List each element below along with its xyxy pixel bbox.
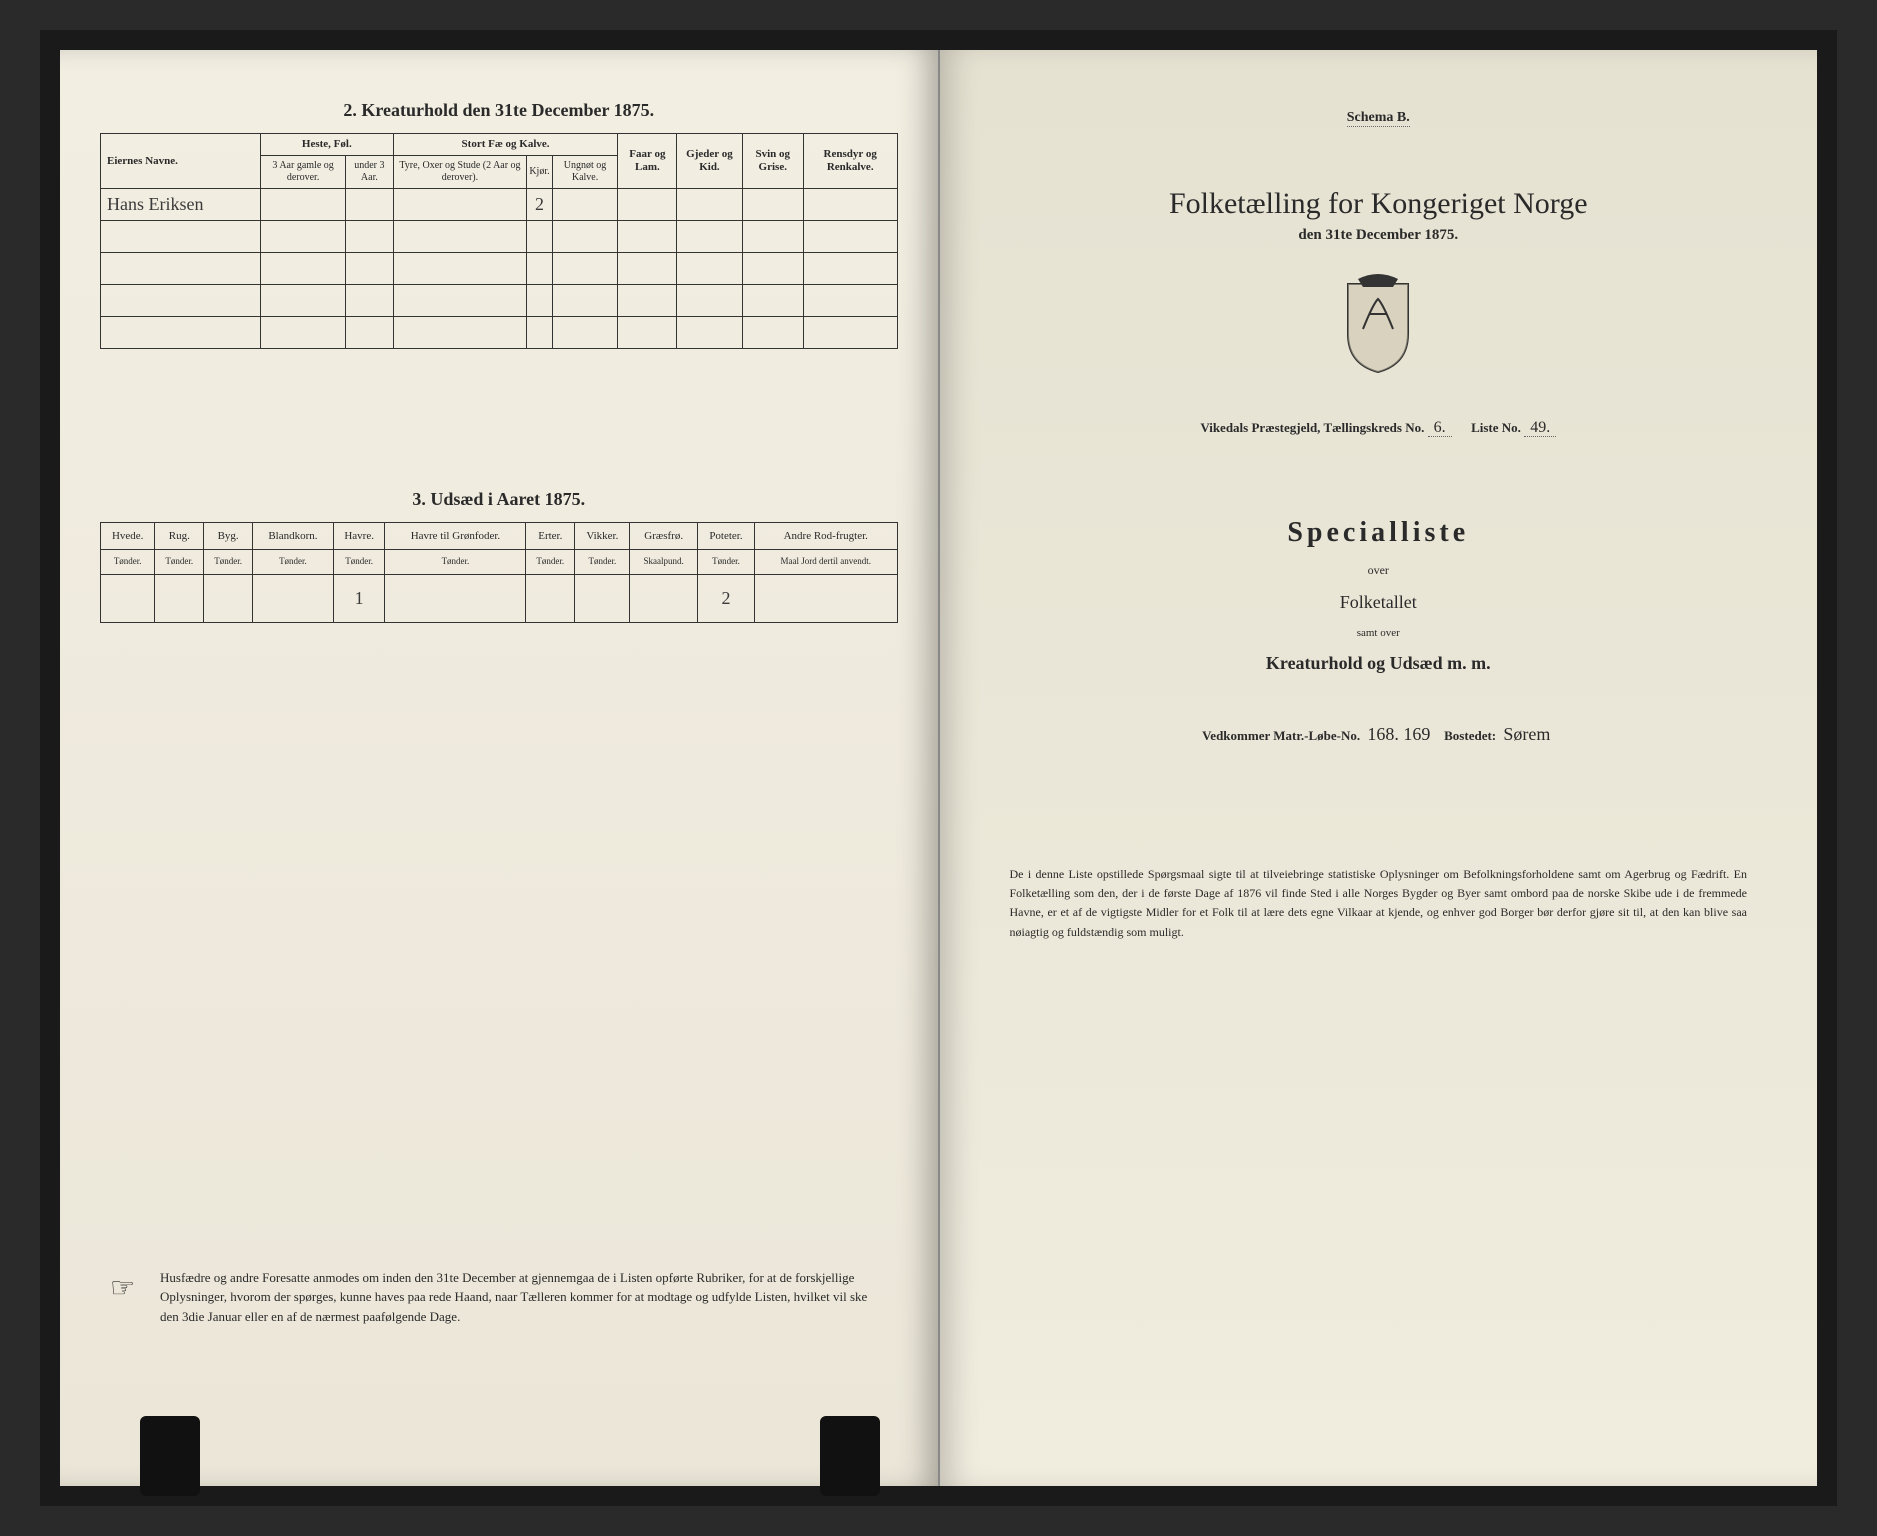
cell [618,189,677,221]
cell: 2 [527,189,552,221]
specialliste-title: Specialliste [980,517,1778,549]
cell [677,189,742,221]
col-cows: Kjør. [527,156,552,189]
right-footnote: De i denne Liste opstillede Spørgsmaal s… [980,865,1778,942]
matr-label: Vedkommer Matr.-Løbe-No. [1202,728,1360,743]
cell [261,189,346,221]
unit: Tønder. [385,550,526,575]
census-title: Folketælling for Kongeriget Norge [980,187,1778,221]
col-sheep: Faar og Lam. [618,134,677,189]
matr-no: 168. 169 [1363,724,1434,744]
table-row: 1 2 [101,575,898,623]
scan-frame: 2. Kreaturhold den 31te December 1875. E… [40,30,1837,1506]
col-wheat: Hvede. [101,523,155,550]
unit: Tønder. [697,550,754,575]
unit: Tønder. [101,550,155,575]
samt-label: samt over [980,627,1778,639]
cell [526,575,575,623]
pointing-hand-icon: ☞ [110,1268,135,1310]
cell [385,575,526,623]
col-potatoes: Poteter. [697,523,754,550]
col-rye: Rug. [155,523,204,550]
col-goats: Gjeder og Kid. [677,134,742,189]
unit: Tønder. [526,550,575,575]
unit: Tønder. [204,550,253,575]
scanner-clip-icon [820,1416,880,1496]
col-oats-green: Havre til Grønfoder. [385,523,526,550]
cell [204,575,253,623]
cell [101,575,155,623]
cell: 1 [333,575,385,623]
unit: Tønder. [155,550,204,575]
table3-title: 3. Udsæd i Aaret 1875. [100,489,898,510]
census-subtitle: den 31te December 1875. [980,227,1778,244]
left-footnote: ☞ Husfædre og andre Foresatte anmodes om… [160,1268,878,1327]
col-horses: Heste, Føl. [261,134,394,156]
right-page: Schema B. Folketælling for Kongeriget No… [940,50,1818,1486]
cell [575,575,630,623]
matr-line: Vedkommer Matr.-Løbe-No. 168. 169 Bosted… [980,724,1778,745]
scanner-clip-icon [140,1416,200,1496]
parish-no: 6. [1428,419,1452,437]
cell [630,575,697,623]
footnote-text: Husfædre og andre Foresatte anmodes om i… [160,1270,867,1324]
col-horses-3plus: 3 Aar gamle og derover. [261,156,346,189]
over-label: over [980,563,1778,578]
col-grass: Græsfrø. [630,523,697,550]
cell [346,189,393,221]
col-name: Eiernes Navne. [101,134,261,189]
book-spread: 2. Kreaturhold den 31te December 1875. E… [60,50,1817,1486]
unit: Tønder. [575,550,630,575]
table-row [101,253,898,285]
unit: Maal Jord dertil anvendt. [755,550,897,575]
owner-name: Hans Eriksen [101,189,261,221]
col-roots: Andre Rod-frugter. [755,523,897,550]
list-no: 49. [1524,419,1556,437]
col-vetch: Vikker. [575,523,630,550]
unit: Tønder. [333,550,385,575]
cell [552,189,618,221]
kreaturhold-label: Kreaturhold og Udsæd m. m. [980,653,1778,674]
unit: Tønder. [253,550,334,575]
col-peas: Erter. [526,523,575,550]
table2-title: 2. Kreaturhold den 31te December 1875. [100,100,898,121]
schema-label: Schema B. [1347,110,1410,127]
col-cattle: Stort Fæ og Kalve. [393,134,618,156]
col-horses-under3: under 3 Aar. [346,156,393,189]
list-label: Liste No. [1471,420,1521,435]
cell [742,189,803,221]
table-row: Hans Eriksen 2 [101,189,898,221]
cell [155,575,204,623]
col-reindeer: Rensdyr og Renkalve. [803,134,897,189]
parish-line: Vikedals Præstegjeld, Tællingskreds No. … [980,419,1778,437]
cell [803,189,897,221]
bosted-label: Bostedet: [1444,728,1496,743]
table-row [101,221,898,253]
coat-of-arms-icon [980,274,1778,379]
col-bulls: Tyre, Oxer og Stude (2 Aar og derover). [393,156,527,189]
cell [393,189,527,221]
table-row [101,317,898,349]
cell: 2 [697,575,754,623]
col-calves: Ungnøt og Kalve. [552,156,618,189]
bosted-value: Sørem [1499,724,1554,744]
col-pigs: Svin og Grise. [742,134,803,189]
parish-label: Vikedals Præstegjeld, Tællingskreds No. [1200,420,1424,435]
col-oats: Havre. [333,523,385,550]
unit: Skaalpund. [630,550,697,575]
livestock-table: Eiernes Navne. Heste, Føl. Stort Fæ og K… [100,133,898,349]
left-page: 2. Kreaturhold den 31te December 1875. E… [60,50,940,1486]
table-row [101,285,898,317]
col-blandkorn: Blandkorn. [253,523,334,550]
col-barley: Byg. [204,523,253,550]
cell [253,575,334,623]
seed-table: Hvede. Rug. Byg. Blandkorn. Havre. Havre… [100,522,898,623]
folketallet-label: Folketallet [980,592,1778,613]
cell [755,575,897,623]
